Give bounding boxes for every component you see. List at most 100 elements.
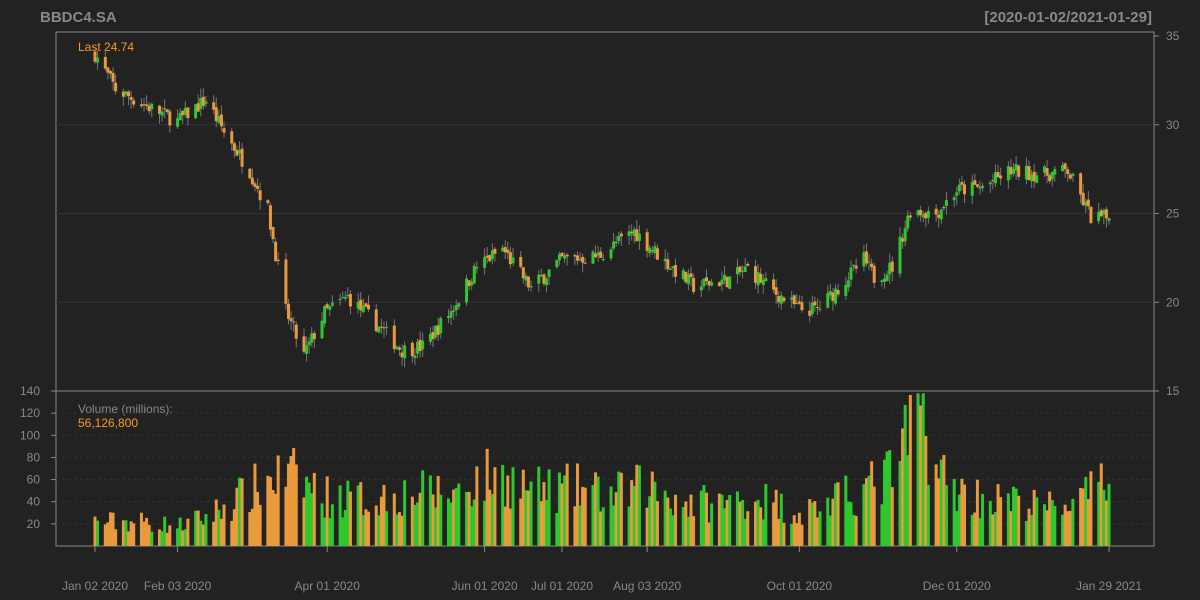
volume-bar: [132, 523, 136, 546]
volume-bar: [232, 509, 236, 546]
last-price-label: Last 24.74: [78, 40, 134, 54]
volume-bar: [1104, 500, 1108, 546]
candle-body: [944, 200, 948, 206]
candle-body: [111, 72, 115, 82]
volume-bar: [1097, 481, 1101, 546]
candle-body: [428, 333, 432, 342]
volume-bar: [250, 508, 254, 546]
candle-body: [774, 287, 778, 295]
candle-body: [449, 311, 453, 318]
candle-body: [883, 278, 887, 282]
candle-body: [139, 104, 143, 107]
volume-bar: [310, 493, 314, 546]
candle-body: [1099, 210, 1103, 217]
candle-body: [519, 257, 523, 267]
volume-bar: [341, 517, 345, 546]
candle-body: [1089, 206, 1093, 224]
price-y-axis: 15 20 25 30 35: [1154, 29, 1180, 398]
candle-body: [978, 186, 982, 189]
volume-bar: [305, 476, 309, 546]
volume-bar: [591, 485, 595, 546]
candle-body: [222, 128, 226, 133]
volume-bar: [436, 475, 440, 546]
volume-bar: [934, 464, 938, 546]
volume-bar: [1066, 511, 1070, 546]
candle-body: [310, 333, 314, 343]
volume-last-value: 56,126,800: [78, 416, 138, 430]
volume-bar: [653, 481, 657, 546]
volume-bar: [106, 522, 110, 546]
volume-bar: [717, 493, 721, 546]
volume-bar: [485, 448, 489, 546]
volume-bar: [222, 504, 226, 546]
candle-body: [465, 278, 469, 303]
candle-body: [645, 232, 649, 251]
volume-bar: [619, 472, 623, 546]
candle-body: [565, 254, 569, 257]
candle-body: [124, 91, 128, 95]
volume-bar: [1027, 508, 1031, 546]
volume-bar: [957, 494, 961, 546]
volume-bar: [103, 524, 107, 546]
volume-bar: [1079, 487, 1083, 546]
candle-body: [575, 255, 579, 261]
volume-bar: [674, 494, 678, 546]
candle-body: [320, 320, 324, 339]
candle-body: [325, 304, 329, 309]
volume-bar: [359, 482, 363, 546]
volume-bar: [826, 497, 830, 546]
volume-bar: [996, 484, 1000, 546]
volume-bar: [728, 495, 732, 546]
candle-body: [287, 303, 291, 319]
x-tick-label: Jan 29 2021: [1076, 579, 1142, 593]
candle-body: [601, 259, 605, 261]
volume-bar: [754, 501, 758, 546]
volume-bar: [1099, 463, 1103, 546]
volume-bar: [975, 479, 979, 546]
candle-body: [250, 177, 254, 185]
volume-bar: [382, 484, 386, 546]
volume-bar: [127, 531, 131, 546]
candle-body: [163, 108, 167, 110]
candle-body: [717, 282, 721, 287]
candle-body: [289, 318, 293, 322]
candle-body: [312, 333, 316, 340]
candle-body: [276, 259, 280, 261]
candle-body: [939, 209, 943, 220]
volume-bar: [632, 485, 636, 546]
candle-body: [668, 269, 672, 271]
candle-body: [268, 205, 272, 230]
candle-body: [217, 116, 221, 123]
x-tick-label: Dec 01 2020: [923, 579, 991, 593]
volume-bar: [1045, 510, 1049, 546]
candle-body: [993, 172, 997, 184]
volume-bar: [160, 531, 164, 546]
volume-bar: [565, 463, 569, 546]
volume-bar: [147, 524, 151, 546]
candle-body: [413, 355, 417, 358]
volume-bar: [416, 502, 420, 546]
volume-bar: [903, 404, 907, 546]
candle-body: [503, 247, 507, 253]
volume-bar: [338, 485, 342, 546]
volume-bar: [356, 485, 360, 546]
candle-body: [493, 248, 497, 254]
volume-bar: [284, 486, 288, 546]
volume-bar: [834, 483, 838, 546]
candle-body: [403, 345, 407, 359]
candle-body: [1071, 173, 1075, 176]
candle-body: [328, 306, 332, 310]
volume-bar: [963, 484, 967, 546]
candle-body: [1006, 166, 1010, 181]
candle-body: [418, 339, 422, 352]
volume-bar: [529, 481, 533, 546]
candle-body: [777, 295, 781, 303]
volume-bar: [710, 503, 714, 546]
candle-body: [488, 255, 492, 262]
volume-bar: [364, 509, 368, 546]
candle-body: [454, 305, 458, 311]
volume-bar: [266, 475, 270, 546]
candle-body: [988, 182, 992, 185]
volume-bar: [885, 451, 889, 546]
